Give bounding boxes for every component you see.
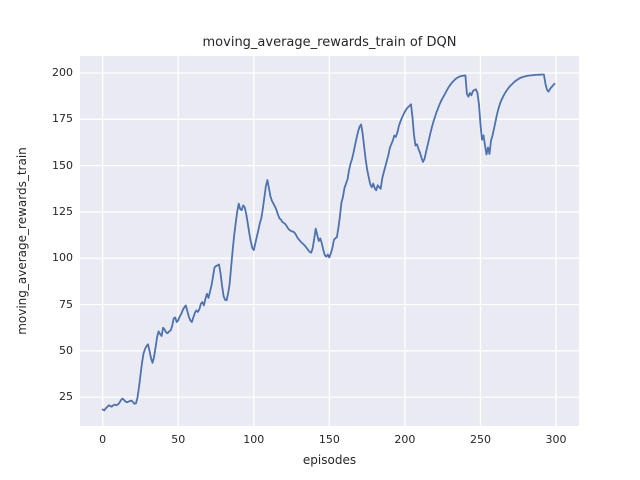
y-tick-label: 100: [52, 251, 73, 265]
x-tick-label: 250: [469, 433, 491, 446]
x-tick-label: 300: [545, 433, 567, 446]
y-axis-label: moving_average_rewards_train: [15, 147, 29, 335]
x-tick-label: 150: [318, 433, 340, 446]
x-tick-label: 100: [243, 433, 265, 446]
x-tick-label: 200: [394, 433, 416, 446]
y-tick-label: 50: [59, 343, 73, 357]
y-tick-label: 75: [59, 297, 73, 311]
y-tick-label: 125: [52, 204, 73, 218]
line-series: [101, 73, 556, 412]
x-tick-label: 50: [171, 433, 186, 446]
y-tick-label: 175: [52, 112, 73, 126]
y-tick-label: 150: [52, 158, 73, 172]
x-axis-label: episodes: [302, 453, 357, 467]
y-tick-label: 25: [59, 390, 73, 404]
x-tick-label: 0: [99, 433, 107, 446]
chart-title: moving_average_rewards_train of DQN: [202, 35, 457, 50]
y-tick-label: 200: [52, 66, 73, 80]
